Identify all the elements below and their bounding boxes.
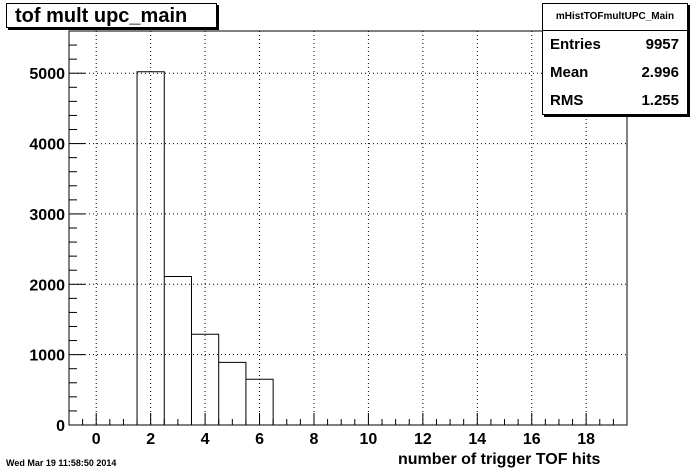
y-tick-label: 0 <box>56 418 65 435</box>
histogram-bin <box>164 277 191 425</box>
stats-value: 1.255 <box>641 92 679 109</box>
x-tick-label: 6 <box>255 431 264 448</box>
stats-box: mHistTOFmultUPC_Main Entries 9957 Mean 2… <box>542 3 688 115</box>
timestamp: Wed Mar 19 11:58:50 2014 <box>6 458 117 468</box>
x-tick-label: 14 <box>468 431 486 448</box>
stats-value: 9957 <box>645 36 679 53</box>
stats-row-rms: RMS 1.255 <box>543 87 687 115</box>
y-tick-label: 4000 <box>29 137 65 154</box>
x-tick-label: 18 <box>577 431 595 448</box>
stats-label: Entries <box>550 36 601 53</box>
x-tick-label: 2 <box>146 431 155 448</box>
x-tick-label: 8 <box>310 431 319 448</box>
y-tick-label: 2000 <box>29 277 65 294</box>
histogram-bin <box>219 362 246 425</box>
stats-row-mean: Mean 2.996 <box>543 59 687 87</box>
stats-row-entries: Entries 9957 <box>543 31 687 59</box>
chart-title: tof mult upc_main <box>6 3 217 28</box>
stats-value: 2.996 <box>641 64 679 81</box>
x-tick-label: 0 <box>92 431 101 448</box>
stats-label: Mean <box>550 64 589 81</box>
stats-label: RMS <box>550 92 584 109</box>
x-tick-label: 4 <box>201 431 210 448</box>
y-tick-label: 3000 <box>29 207 65 224</box>
x-axis-title: number of trigger TOF hits <box>398 451 601 468</box>
x-tick-label: 10 <box>360 431 378 448</box>
histogram-bin <box>137 72 164 425</box>
x-tick-label: 12 <box>414 431 432 448</box>
stats-histogram-name: mHistTOFmultUPC_Main <box>543 4 687 31</box>
y-tick-label: 5000 <box>29 66 65 83</box>
x-tick-label: 16 <box>523 431 541 448</box>
grid-lines <box>69 31 627 426</box>
y-tick-label: 1000 <box>29 348 65 365</box>
axis-ticks <box>68 44 628 426</box>
histogram-bins <box>137 72 273 425</box>
axis-tick-labels: 0 2 4 6 8 10 12 14 16 18 0 1000 2000 3000 4000 5000 <box>29 66 595 448</box>
histogram-outline <box>69 71 627 426</box>
